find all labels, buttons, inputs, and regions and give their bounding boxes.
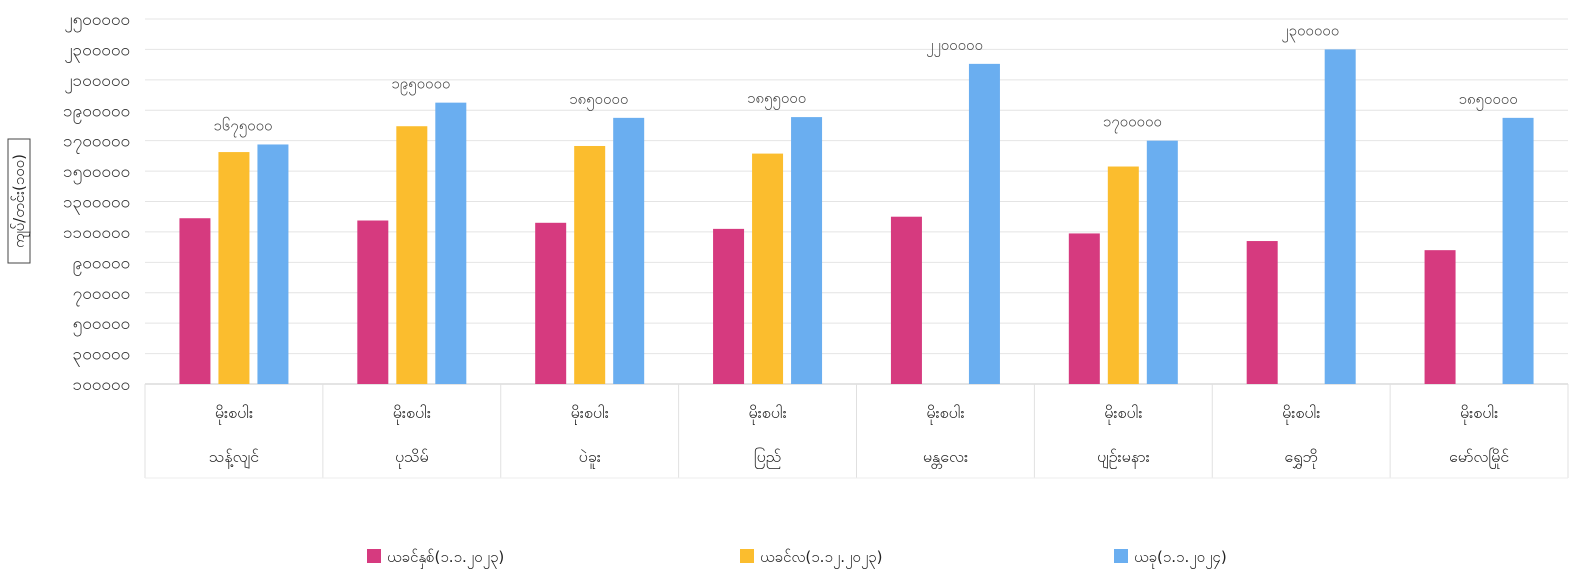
bar bbox=[1246, 241, 1278, 384]
bar bbox=[535, 222, 567, 384]
data-label: ၁၈၅၀၀၀၀ bbox=[569, 90, 628, 111]
bar bbox=[1424, 250, 1456, 384]
bar bbox=[1146, 140, 1178, 384]
bar bbox=[357, 220, 389, 384]
bar bbox=[890, 216, 922, 384]
category-label: မိုးစပါး bbox=[1460, 403, 1498, 425]
bar bbox=[218, 152, 250, 384]
data-label: ၁၆၇၅၀၀၀ bbox=[213, 116, 272, 137]
bar bbox=[1068, 233, 1100, 384]
bar bbox=[435, 102, 467, 384]
category-label: ပျဉ်းမနား bbox=[1097, 447, 1150, 469]
y-tick-label: ၉၀၀၀၀၀ bbox=[73, 253, 130, 276]
y-tick-label: ၂၁၀၀၀၀၀ bbox=[64, 71, 130, 94]
category-label: မိုးစပါး bbox=[571, 403, 609, 425]
category-label: ပြည် bbox=[754, 447, 781, 469]
y-tick-label: ၂၅၀၀၀၀၀ bbox=[64, 10, 130, 33]
ylabel-box bbox=[7, 138, 31, 264]
category-label: ပုသိမ် bbox=[395, 447, 429, 469]
data-label: ၁၇၀၀၀၀၀ bbox=[1103, 113, 1162, 134]
legend-label: ယခု(၁.၁.၂၀၂၄) bbox=[1134, 548, 1227, 569]
y-tick-label: ၁၉၀၀၀၀၀ bbox=[63, 101, 130, 124]
category-label: မိုးစပါး bbox=[1104, 403, 1142, 425]
y-tick-label: ၁၃၀၀၀၀၀ bbox=[63, 193, 130, 216]
legend-swatch bbox=[367, 549, 381, 563]
data-label: ၁၉၅၀၀၀၀ bbox=[391, 75, 450, 96]
bar bbox=[713, 228, 745, 384]
category-label: ရွှေဘို bbox=[1284, 447, 1318, 469]
y-tick-label: ၇၀၀၀၀၀ bbox=[73, 284, 130, 307]
bar bbox=[791, 117, 823, 384]
bar bbox=[1107, 166, 1139, 384]
bar bbox=[968, 63, 1000, 384]
category-label: မန္တလေး bbox=[923, 447, 968, 469]
bar bbox=[1502, 117, 1534, 385]
bar bbox=[257, 144, 289, 384]
bar bbox=[574, 145, 606, 384]
legend-label: ယခင်လ(၁.၁၂.၂၀၂၃) bbox=[760, 548, 882, 569]
bar bbox=[179, 218, 211, 384]
bar bbox=[752, 153, 784, 384]
category-label: မိုးစပါး bbox=[1282, 403, 1320, 425]
legend-swatch bbox=[1114, 549, 1128, 563]
y-tick-label: ၁၀၀၀၀၀ bbox=[73, 375, 130, 395]
bar bbox=[1324, 49, 1356, 385]
y-tick-label: ၁၇၀၀၀၀၀ bbox=[63, 132, 130, 155]
y-tick-label: ၂၃၀၀၀၀၀ bbox=[64, 40, 130, 63]
y-tick-label: ၅၀၀၀၀၀ bbox=[73, 314, 130, 337]
legend-label: ယခင်နှစ်(၁.၁.၂၀၂၃) bbox=[387, 548, 504, 569]
category-label: မိုးစပါး bbox=[748, 403, 786, 425]
category-label: မိုးစပါး bbox=[393, 403, 431, 425]
category-label: မော်လမြိုင် bbox=[1449, 447, 1509, 469]
y-tick-label: ၃၀၀၀၀၀ bbox=[73, 345, 130, 368]
data-label: ၁၈၅၅၀၀၀ bbox=[747, 89, 806, 110]
category-label: ပဲခူး bbox=[579, 447, 601, 469]
data-label: ၂၂၀၀၀၀၀ bbox=[926, 36, 983, 57]
y-tick-label: ၁၅၀၀၀၀၀ bbox=[63, 162, 130, 185]
legend-swatch bbox=[740, 549, 754, 563]
y-tick-label: ၁၁၀၀၀၀၀ bbox=[63, 223, 130, 243]
bar bbox=[613, 117, 645, 385]
data-label: ၁၈၅၀၀၀၀ bbox=[1458, 90, 1517, 111]
category-label: မိုးစပါး bbox=[926, 403, 964, 425]
category-label: သန့်လျင် bbox=[209, 447, 259, 469]
data-label: ၂၃၀၀၀၀၀ bbox=[1281, 21, 1339, 42]
y-axis-label: ကျပ်/တင်း(၁၀၀) bbox=[10, 154, 31, 248]
category-label: မိုးစပါး bbox=[215, 403, 253, 425]
bar bbox=[396, 126, 428, 384]
